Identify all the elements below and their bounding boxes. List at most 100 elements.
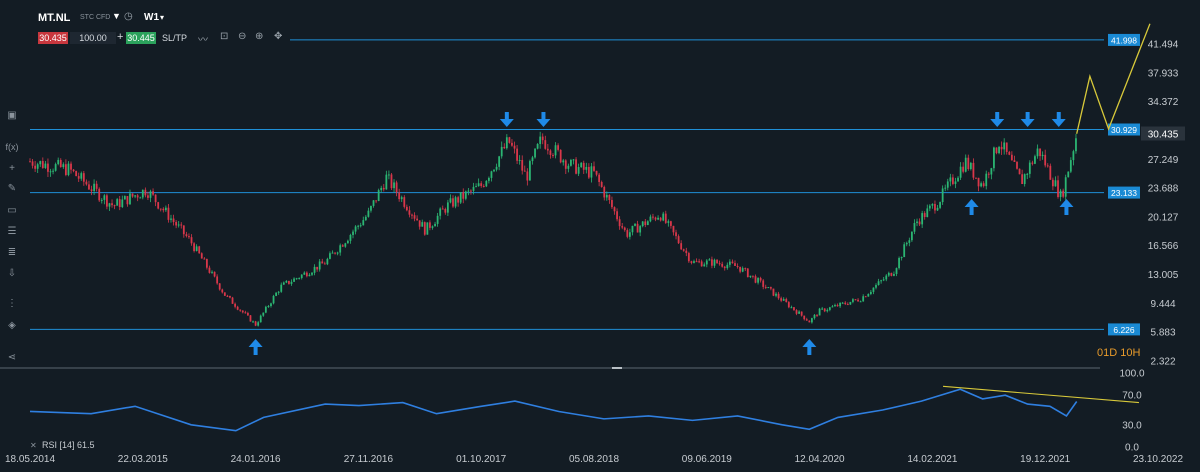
trend-icon[interactable]: 〰 [198, 35, 208, 46]
zoom-in-icon[interactable]: ⊕ [255, 31, 264, 42]
sell-price-button[interactable]: 30.435 [38, 32, 68, 44]
list-icon[interactable]: ⇩ [7, 268, 17, 279]
candle-body [503, 146, 506, 149]
candle-body [388, 174, 390, 176]
candle-body [946, 181, 949, 188]
candle-body [887, 272, 890, 276]
quantity-input[interactable]: 100.00 [70, 32, 116, 44]
candle-body [288, 280, 290, 284]
price-axis-label: 23.688 [1148, 184, 1179, 195]
candle-body [439, 208, 442, 216]
candle-body [531, 157, 534, 162]
arrow-down-icon [499, 112, 514, 127]
candle-body [72, 169, 75, 172]
zoom-out-icon[interactable]: ⊖ [238, 31, 247, 42]
candle-body [803, 315, 806, 320]
candle-body [395, 182, 398, 193]
candle-body [157, 202, 160, 209]
candle-body [852, 299, 854, 302]
increase-quantity-button[interactable]: + [117, 31, 124, 43]
candle-body [257, 322, 260, 326]
candle-body [282, 282, 285, 285]
candle-body [526, 171, 529, 181]
candle-body [880, 280, 883, 282]
candle-body [872, 287, 875, 292]
candle-body [975, 177, 977, 179]
price-axis-label: 37.933 [1148, 68, 1179, 79]
candle-body [877, 281, 880, 286]
candle-body [811, 318, 813, 323]
candle-body [910, 231, 913, 241]
list-icon[interactable]: ☰ [7, 226, 17, 237]
candle-body [203, 258, 206, 260]
candle-body [418, 220, 421, 227]
candle-body [159, 208, 162, 210]
candle-body [890, 272, 893, 276]
candle-body [82, 173, 85, 182]
candle-body [662, 213, 665, 221]
candle-body [95, 183, 98, 189]
candle-body [964, 157, 967, 172]
candle-body [57, 159, 60, 165]
candle-body [121, 199, 124, 208]
layers-icon[interactable]: ◈ [8, 320, 16, 331]
timeframe-selector[interactable]: W1 [144, 12, 159, 23]
candle-body [308, 274, 311, 277]
candle-body [728, 261, 731, 265]
candle-body [841, 302, 844, 304]
candle-body [49, 171, 52, 173]
candle-body [311, 272, 313, 275]
level-label-box [1108, 186, 1140, 199]
candle-body [918, 221, 921, 225]
candle-body [580, 162, 583, 168]
candle-body [106, 195, 108, 207]
candle-body [446, 202, 449, 213]
candle-body [808, 320, 811, 323]
candle-body [188, 236, 190, 238]
candle-body [254, 321, 257, 326]
candle-body [480, 183, 483, 186]
close-icon[interactable]: ✕ [30, 441, 37, 450]
date-axis-label: 19.12.2021 [1020, 454, 1070, 465]
candle-body [211, 271, 213, 273]
candle-body [869, 291, 872, 294]
buy-price-button[interactable]: 30.445 [126, 32, 156, 44]
zoom-fit-icon[interactable]: ⊡ [220, 31, 229, 42]
candle-body [111, 203, 113, 206]
pencil-icon[interactable]: ✎ [7, 183, 17, 194]
candle-body [434, 223, 436, 227]
list-icon[interactable]: ≣ [7, 247, 17, 258]
candle-body [654, 217, 657, 220]
price-axis-label: 5.883 [1150, 328, 1175, 339]
candle-body [218, 283, 221, 290]
candle-body [908, 240, 911, 243]
candle-body [600, 181, 603, 187]
rectangle-icon[interactable]: ▭ [7, 205, 17, 216]
candle-body [380, 187, 383, 191]
symbol-name[interactable]: MT.NL [38, 12, 71, 24]
candle-body [349, 234, 352, 241]
candle-body [372, 200, 375, 206]
sltp-button[interactable]: SL/TP [162, 33, 188, 43]
candle-body [723, 266, 726, 269]
candle-body [652, 216, 654, 218]
candle-body [129, 193, 131, 205]
chevron-down-icon[interactable]: ▾ [160, 13, 165, 22]
candle-body [295, 278, 298, 280]
candle-body [831, 306, 834, 308]
crosshair-move-icon[interactable]: ✥ [274, 31, 283, 42]
candle-body [813, 314, 816, 319]
candle-body [185, 234, 188, 237]
plus-icon[interactable]: + [9, 163, 15, 174]
list-icon[interactable]: ⋮ [7, 298, 17, 309]
clock-icon[interactable]: ◷ [124, 11, 133, 22]
share-icon[interactable]: ⋖ [7, 352, 17, 363]
candle-body [80, 173, 83, 179]
candle-body [859, 301, 862, 303]
candle-body [775, 293, 777, 296]
function-icon[interactable]: f(x) [5, 142, 19, 152]
dropdown-icon[interactable]: ▼ [112, 11, 121, 21]
candle-body [313, 266, 316, 273]
panel-icon[interactable]: ▣ [7, 110, 17, 121]
